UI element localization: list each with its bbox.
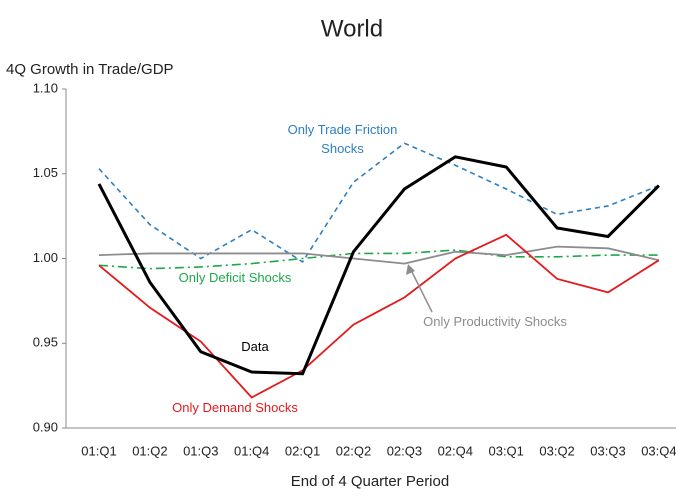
x-tick-label: 03:Q2 bbox=[539, 443, 574, 458]
x-axis-title: End of 4 Quarter Period bbox=[291, 473, 449, 490]
series-label: Only Productivity Shocks bbox=[423, 314, 567, 329]
x-tick-label: 02:Q4 bbox=[438, 443, 473, 458]
x-tick-label: 01:Q3 bbox=[183, 443, 218, 458]
series-label: Data bbox=[241, 339, 269, 354]
x-tick-label: 01:Q1 bbox=[81, 443, 116, 458]
series-line bbox=[98, 142, 660, 263]
series-line bbox=[98, 245, 660, 265]
y-tick-label: 1.00 bbox=[33, 250, 58, 265]
annotation-arrow bbox=[410, 269, 433, 313]
series-line bbox=[97, 155, 660, 376]
annotation-arrowhead bbox=[406, 264, 415, 275]
y-tick-label: 0.90 bbox=[33, 419, 58, 434]
x-tick-label: 02:Q3 bbox=[387, 443, 422, 458]
x-tick-label: 02:Q1 bbox=[285, 443, 320, 458]
y-tick-label: 1.05 bbox=[33, 165, 58, 180]
series-label: Only Demand Shocks bbox=[172, 400, 298, 415]
chart-title: World bbox=[321, 15, 383, 42]
series-label: Only Trade Friction Shocks bbox=[287, 122, 398, 156]
y-tick-label: 0.95 bbox=[33, 335, 58, 350]
x-tick-label: 01:Q4 bbox=[234, 443, 269, 458]
y-tick-label: 1.10 bbox=[33, 80, 58, 95]
x-tick-label: 03:Q1 bbox=[488, 443, 523, 458]
series-line bbox=[98, 233, 660, 399]
y-axis-title: 4Q Growth in Trade/GDP bbox=[6, 61, 174, 78]
series-label: Only Deficit Shocks bbox=[178, 270, 292, 285]
x-tick-label: 03:Q4 bbox=[641, 443, 676, 458]
x-tick-label: 01:Q2 bbox=[132, 443, 167, 458]
x-tick-label: 02:Q2 bbox=[336, 443, 371, 458]
x-tick-label: 03:Q3 bbox=[590, 443, 625, 458]
series-line bbox=[98, 249, 659, 270]
